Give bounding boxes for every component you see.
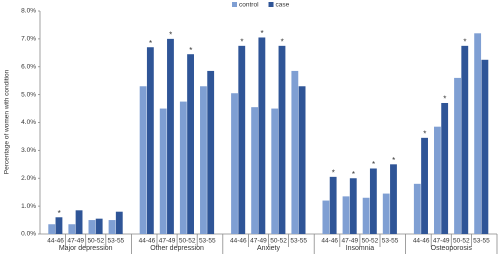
bar: [322, 200, 330, 234]
y-tick-label: 5.0%: [21, 91, 36, 98]
bar: [298, 86, 306, 234]
y-tick-label: 7.0%: [21, 36, 36, 43]
legend-label: control: [239, 2, 259, 9]
x-tick-label: 44-46: [139, 238, 156, 245]
significance-marker: *: [261, 29, 264, 38]
x-tick-label: 53-55: [290, 238, 307, 245]
bar: [88, 220, 96, 234]
bar: [187, 54, 194, 234]
bar: [231, 93, 238, 234]
y-tick-label: 0.0%: [21, 231, 36, 238]
group-label: Anxiety: [257, 245, 280, 252]
x-tick-label: 50-52: [362, 238, 379, 245]
y-tick-label: 4.0%: [21, 119, 36, 126]
bar: [207, 70, 215, 235]
bar: [68, 224, 76, 234]
bar: [342, 196, 350, 234]
significance-marker: *: [149, 39, 152, 48]
bar: [251, 107, 259, 234]
y-tick-label: 1.0%: [21, 203, 36, 210]
bar: [139, 86, 147, 234]
bar: [278, 45, 286, 234]
significance-marker: *: [281, 37, 284, 46]
bar: [421, 137, 428, 234]
y-axis-label: Percentage of women with condition: [4, 69, 11, 174]
x-tick-label: 47-49: [342, 238, 359, 245]
bar: [481, 59, 489, 234]
y-tick-label: 2.0%: [21, 175, 36, 182]
significance-marker: *: [463, 37, 466, 46]
x-tick-label: 53-55: [382, 238, 399, 245]
significance-marker: *: [169, 30, 172, 39]
significance-marker: *: [443, 95, 446, 104]
group-label: Other depression: [150, 245, 204, 252]
bar: [271, 108, 279, 234]
x-tick-label: 47-49: [67, 238, 84, 245]
significance-marker: *: [58, 209, 61, 218]
x-tick-label: 44-46: [47, 238, 64, 245]
bar: [108, 220, 116, 234]
significance-marker: *: [423, 129, 426, 138]
bar: [238, 45, 246, 234]
bar: [200, 86, 207, 234]
significance-marker: *: [392, 156, 395, 165]
group-label: Osteoporosis: [431, 245, 473, 252]
bar: [258, 37, 266, 235]
x-tick-label: 53-55: [473, 238, 490, 245]
x-tick-label: 53-55: [199, 238, 216, 245]
bar: [75, 210, 83, 234]
x-tick-label: 50-52: [87, 238, 104, 245]
bar: [48, 224, 56, 234]
significance-marker: *: [352, 170, 355, 179]
y-tick-label: 8.0%: [21, 8, 36, 15]
bar: [146, 47, 154, 234]
y-tick-label: 6.0%: [21, 63, 36, 70]
legend-swatch: [268, 2, 274, 7]
bar: [461, 45, 469, 234]
x-tick-label: 44-46: [321, 238, 338, 245]
legend-label: case: [276, 2, 290, 9]
x-tick-label: 50-52: [453, 238, 470, 245]
bar: [382, 193, 390, 234]
x-tick-label: 44-46: [413, 238, 430, 245]
bar: [390, 164, 397, 234]
x-tick-label: 47-49: [250, 238, 267, 245]
x-tick-label: 47-49: [433, 238, 450, 245]
bar: [115, 211, 123, 234]
significance-marker: *: [332, 168, 335, 177]
significance-marker: *: [372, 160, 375, 169]
bar: [55, 217, 63, 234]
x-tick-label: 44-46: [230, 238, 247, 245]
x-tick-label: 47-49: [159, 238, 176, 245]
bar: [179, 101, 187, 234]
x-tick-label: 53-55: [108, 238, 125, 245]
bar: [434, 126, 441, 234]
x-tick-label: 50-52: [179, 238, 196, 245]
bar: [441, 102, 449, 234]
group-label: Major depression: [59, 245, 113, 252]
bar: [474, 33, 482, 234]
bar: [95, 218, 103, 234]
bar: [362, 197, 370, 234]
group-label: Insomnia: [346, 245, 375, 252]
bar: [413, 183, 421, 234]
significance-marker: *: [189, 46, 192, 55]
significance-marker: *: [240, 37, 243, 46]
bar: [369, 168, 377, 234]
y-tick-label: 3.0%: [21, 147, 36, 154]
bar: [167, 38, 174, 234]
bar: [454, 77, 461, 235]
x-tick-label: 50-52: [270, 238, 287, 245]
bar: [349, 178, 357, 234]
bar: [291, 70, 299, 235]
legend-swatch: [232, 2, 237, 7]
bar: [329, 176, 337, 234]
bar: [159, 108, 167, 234]
